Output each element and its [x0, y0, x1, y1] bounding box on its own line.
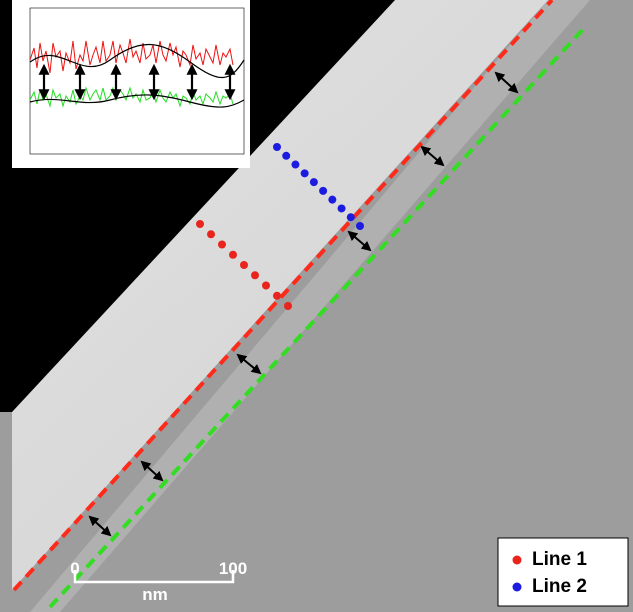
legend: Line 1 Line 2 — [497, 537, 629, 607]
profile-point — [218, 240, 226, 249]
scale-bar: 0 100 nm — [70, 559, 247, 604]
profile-point — [337, 204, 346, 213]
arrows — [88, 71, 519, 537]
green-dashed-line — [48, 23, 589, 609]
scale-start: 0 — [70, 559, 79, 578]
profile-point — [240, 261, 248, 269]
line-1-points — [196, 220, 292, 310]
profile-point — [251, 271, 259, 280]
profile-point — [282, 151, 291, 160]
profile-point — [284, 302, 292, 310]
legend-marker — [512, 582, 522, 592]
scale-unit: nm — [142, 585, 168, 604]
profile-point — [273, 291, 281, 300]
legend-label: Line 1 — [532, 549, 587, 570]
interface-layer — [30, 0, 590, 612]
profile-point — [196, 220, 204, 228]
profile-point — [356, 222, 364, 230]
bright-layer — [12, 0, 633, 590]
profile-point — [273, 143, 281, 151]
profile-point — [300, 169, 309, 178]
inset-plot — [12, 0, 250, 168]
profile-point — [262, 281, 270, 290]
profile-point — [309, 178, 318, 187]
profile-point — [346, 213, 355, 222]
red-dashed-line — [12, 0, 554, 592]
legend-label: Line 2 — [532, 576, 587, 597]
line-2-points — [273, 143, 364, 230]
profile-point — [291, 160, 300, 169]
profile-point — [229, 250, 237, 259]
profile-point — [319, 186, 328, 195]
legend-marker — [512, 555, 522, 565]
scale-end: 100 — [219, 559, 247, 578]
profile-point — [328, 195, 337, 204]
profile-point — [207, 230, 215, 239]
